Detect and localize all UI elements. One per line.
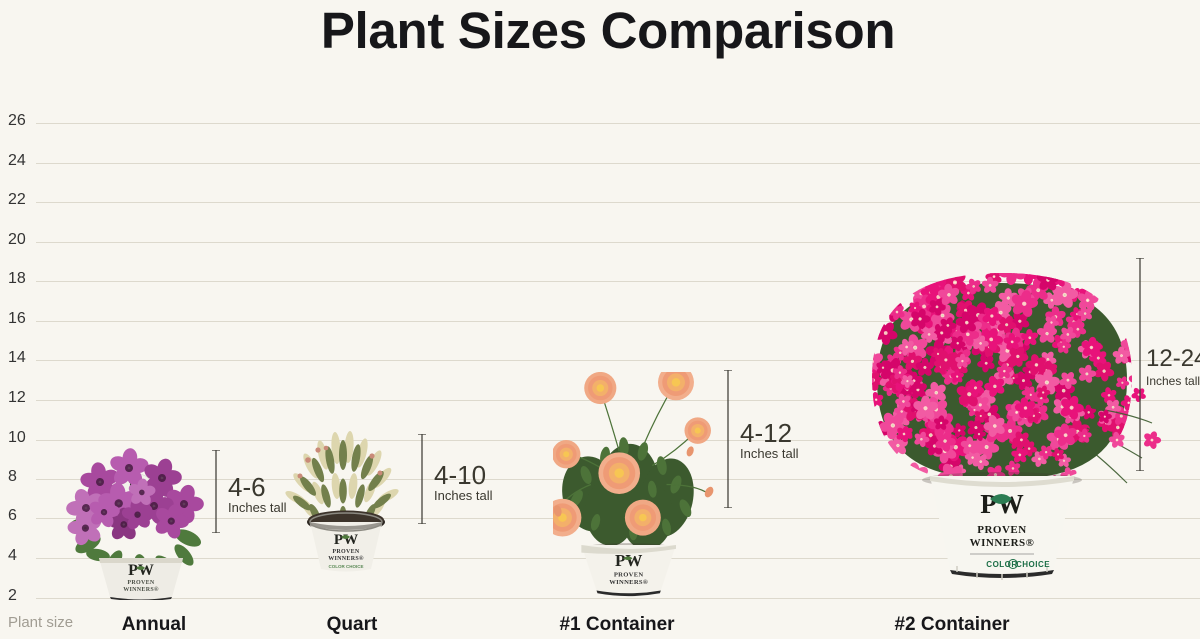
svg-text:PW: PW (128, 562, 154, 579)
svg-text:WINNERS®: WINNERS® (328, 555, 364, 562)
svg-text:PROVEN: PROVEN (977, 524, 1026, 536)
svg-text:WINNERS®: WINNERS® (123, 586, 159, 593)
svg-text:COLOR CHOICE: COLOR CHOICE (328, 564, 363, 569)
svg-text:PW: PW (334, 532, 358, 548)
svg-text:CHOICE: CHOICE (1016, 560, 1050, 569)
svg-text:PW: PW (980, 489, 1024, 519)
svg-text:PROVEN: PROVEN (614, 571, 644, 578)
svg-text:WINNERS®: WINNERS® (609, 579, 648, 586)
svg-text:PROVEN: PROVEN (127, 580, 154, 586)
svg-text:PW: PW (615, 551, 642, 570)
svg-text:WINNERS®: WINNERS® (970, 537, 1035, 549)
svg-text:PROVEN: PROVEN (332, 549, 359, 555)
svg-text:COLOR: COLOR (986, 560, 1017, 569)
